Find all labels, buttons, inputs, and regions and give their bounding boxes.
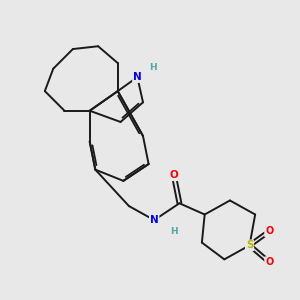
- Text: N: N: [150, 215, 159, 225]
- Text: S: S: [246, 240, 253, 250]
- Text: H: H: [170, 227, 178, 236]
- Text: O: O: [169, 170, 178, 180]
- Text: O: O: [265, 226, 273, 236]
- Text: N: N: [133, 72, 142, 82]
- Text: O: O: [265, 257, 273, 267]
- Text: H: H: [149, 63, 157, 72]
